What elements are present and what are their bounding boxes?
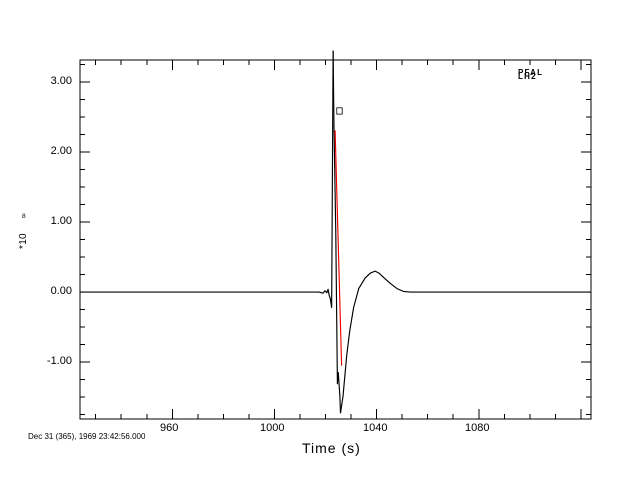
svg-text:8: 8 [22, 213, 26, 220]
svg-text:*10: *10 [18, 233, 29, 249]
